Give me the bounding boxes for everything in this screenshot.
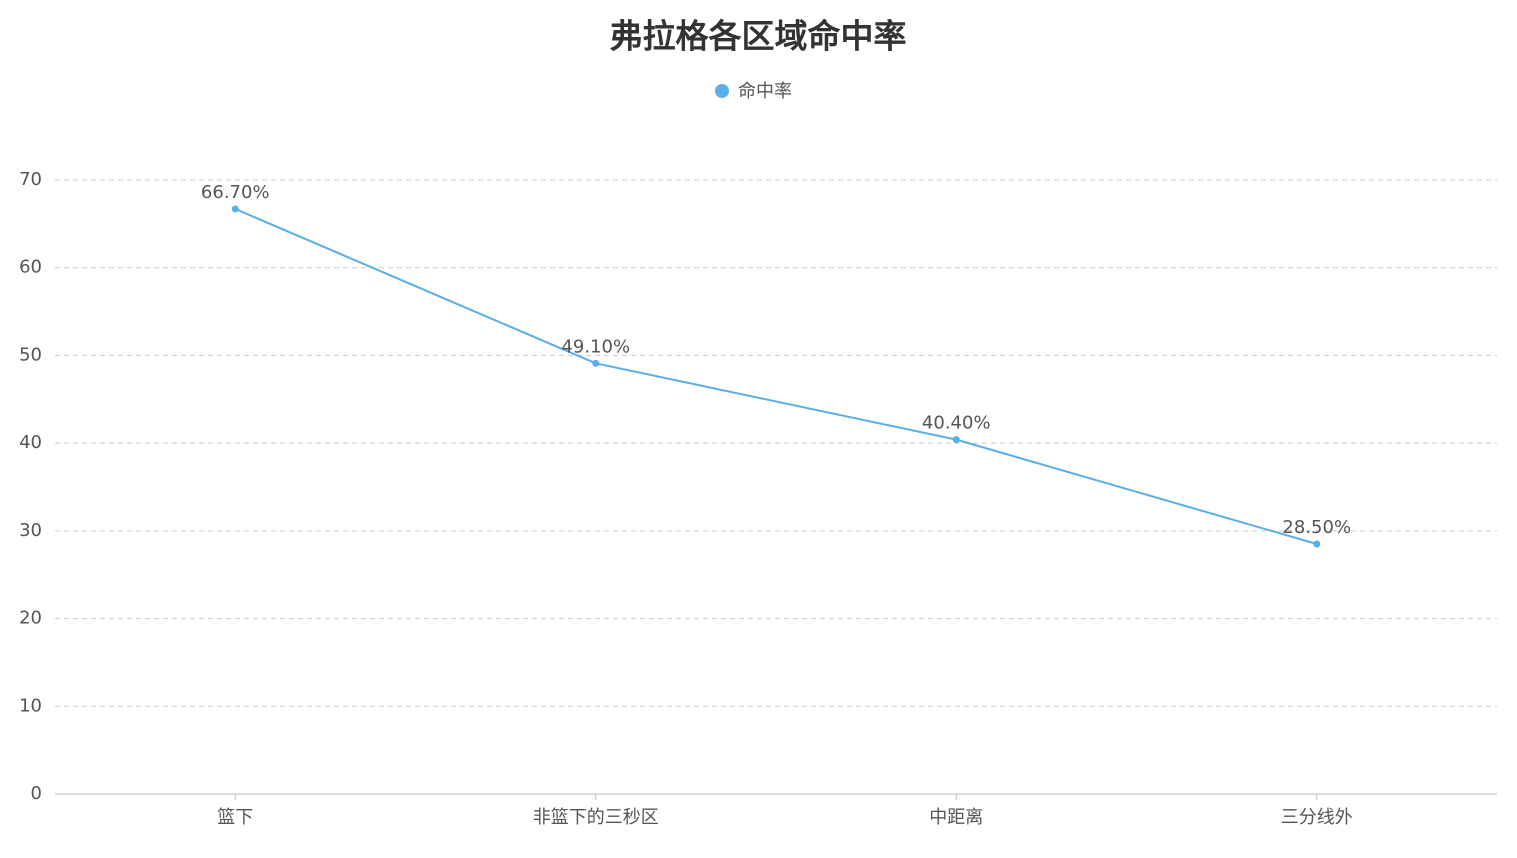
point: [592, 359, 600, 367]
point: [952, 436, 960, 444]
x-tick-label: 非篮下的三秒区: [533, 807, 659, 828]
value-label: 28.50%: [1282, 517, 1351, 538]
y-tick-label: 20: [19, 608, 42, 629]
y-tick-label: 30: [19, 520, 42, 541]
legend-marker: [715, 84, 729, 98]
y-tick-label: 0: [31, 783, 42, 804]
y-tick-label: 50: [19, 344, 42, 365]
point: [231, 205, 239, 213]
value-label: 49.10%: [561, 336, 630, 357]
chart-title: 弗拉格各区域命中率: [610, 17, 907, 56]
y-tick-label: 60: [19, 257, 42, 278]
y-tick-label: 40: [19, 432, 42, 453]
x-tick-label: 篮下: [217, 807, 253, 828]
line: [234, 208, 1318, 545]
y-tick-label: 10: [19, 695, 42, 716]
legend-label: 命中率: [738, 81, 792, 102]
point: [1313, 540, 1321, 548]
x-tick-label: 中距离: [929, 807, 983, 828]
x-tick-label: 三分线外: [1281, 807, 1353, 828]
y-tick-label: 70: [19, 169, 42, 190]
value-label: 66.70%: [201, 182, 270, 203]
value-label: 40.40%: [922, 413, 991, 434]
